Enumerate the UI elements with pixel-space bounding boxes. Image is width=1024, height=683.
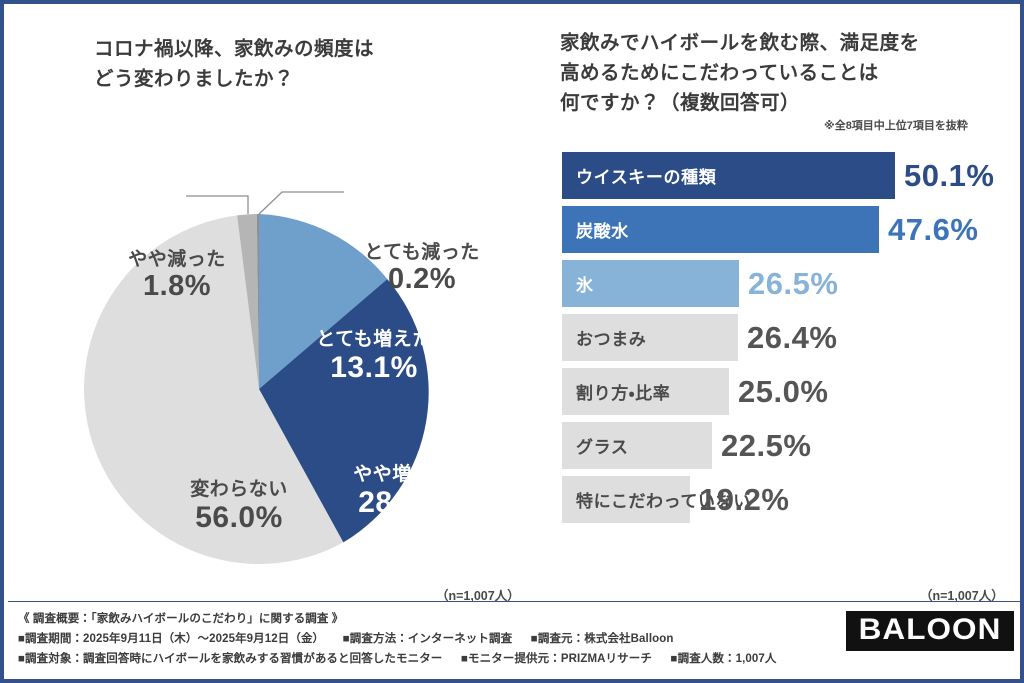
bar-value: 50.1% bbox=[904, 157, 995, 193]
bar-rect: 氷 bbox=[562, 260, 739, 307]
bar-label: おつまみ bbox=[576, 330, 647, 349]
footer-period: ■調査期間：2025年9月11日（木）〜2025年9月12日（金） bbox=[18, 633, 325, 645]
bar-value: 22.5% bbox=[721, 427, 812, 463]
baloon-logo: BALOON bbox=[846, 611, 1014, 651]
bar-rect: おつまみ bbox=[562, 314, 738, 361]
bar-label: 割り方・比率 bbox=[576, 384, 671, 403]
bar-row: グラス 22.5% bbox=[562, 422, 1012, 469]
pie-slice-very-decrease bbox=[256, 213, 259, 389]
bar-value: 26.4% bbox=[747, 319, 838, 355]
bar-value: 47.6% bbox=[888, 211, 979, 247]
footer-respondents: ■調査人数：1,007人 bbox=[670, 653, 777, 665]
bar-rect: グラス bbox=[562, 422, 712, 469]
bar-row: おつまみ 26.4% bbox=[562, 314, 1012, 361]
pie-label-no-change-value: 56.0% bbox=[195, 500, 283, 534]
pie-callout-very-decrease: とても減った 0.2% bbox=[332, 242, 512, 296]
pie-chart: やや減った 1.8% とても減った 0.2% とても増えた 13.1% やや増え… bbox=[44, 124, 544, 594]
pie-label-slight-increase-label: やや増えた bbox=[353, 464, 451, 485]
pie-slice-very-increase bbox=[259, 214, 388, 389]
footer-line-summary: 《 調査概要：「家飲みハイボールのこだわり」に関する調査 》 bbox=[18, 613, 344, 625]
leader-line-slight-decrease bbox=[186, 195, 249, 214]
footer: 《 調査概要：「家飲みハイボールのこだわり」に関する調査 》 ■調査期間：202… bbox=[8, 601, 1020, 675]
left-panel-title: コロナ禍以降、家飲みの頻度は どう変わりましたか？ bbox=[94, 38, 375, 91]
right-panel-note: ※全8項目中上位7項目を抜粋 bbox=[824, 120, 968, 132]
bar-rect: 特にこだわっていない bbox=[562, 476, 750, 523]
pie-label-very-increase-label: とても増えた bbox=[316, 329, 432, 350]
bar-label: グラス bbox=[576, 438, 629, 457]
pie-label-very-increase: とても増えた 13.1% bbox=[284, 329, 464, 385]
bar-rect: 割り方・比率 bbox=[562, 368, 729, 415]
bar-row: 割り方・比率 25.0% bbox=[562, 368, 1012, 415]
pie-label-no-change: 変わらない 56.0% bbox=[144, 479, 334, 535]
footer-line-period: ■調査期間：2025年9月11日（木）〜2025年9月12日（金） ■調査方法：… bbox=[18, 630, 674, 646]
pie-slice-slight-decrease bbox=[237, 214, 259, 389]
right-panel-sample-size: （n=1,007人） bbox=[920, 589, 1004, 603]
bar-label: 氷 bbox=[576, 276, 594, 295]
bar-value: 26.5% bbox=[748, 265, 839, 301]
pie-chart-svg bbox=[84, 191, 429, 565]
left-panel-sample-size: （n=1,007人） bbox=[436, 589, 520, 603]
bar-rect: 炭酸水 bbox=[562, 206, 879, 253]
footer-source: ■調査元：株式会社Balloon bbox=[530, 633, 674, 645]
leader-line-very-decrease bbox=[258, 191, 344, 215]
bar-label: 特にこだわっていない bbox=[576, 492, 751, 511]
right-panel-title: 家飲みでハイボールを飲む際、満足度を 高めるためにこだわっていることは 何ですか… bbox=[560, 32, 920, 115]
footer-monitor-provider: ■モニター提供元：PRIZMAリサーチ bbox=[461, 653, 652, 665]
bar-chart: ウイスキーの種類 50.1% 炭酸水 47.6% 氷 26.5% おつまみ 26.4% 割り方・… bbox=[562, 152, 1012, 530]
pie-callout-slight-decrease: やや減った 1.8% bbox=[92, 249, 262, 303]
bar-row: ウイスキーの種類 50.1% bbox=[562, 152, 1012, 199]
pie-label-very-increase-value: 13.1% bbox=[330, 350, 418, 384]
bar-row: 特にこだわっていない 19.2% bbox=[562, 476, 1012, 523]
pie-slice-slight-increase bbox=[259, 279, 429, 543]
bar-row: 氷 26.5% bbox=[562, 260, 1012, 307]
bar-value: 19.2% bbox=[699, 481, 790, 517]
pie-callout-slight-decrease-value: 1.8% bbox=[142, 270, 212, 303]
pie-label-slight-increase-value: 28.9% bbox=[358, 485, 446, 519]
bar-label: 炭酸水 bbox=[576, 222, 629, 241]
footer-target: ■調査対象：調査回答時にハイボールを家飲みする習慣があると回答したモニター bbox=[18, 653, 443, 665]
pie-label-slight-increase: やや増えた 28.9% bbox=[312, 464, 492, 520]
pie-label-no-change-label: 変わらない bbox=[190, 479, 288, 500]
bar-rect: ウイスキーの種類 bbox=[562, 152, 895, 199]
pie-slice-no-change bbox=[84, 215, 344, 565]
bar-value: 25.0% bbox=[738, 373, 829, 409]
footer-line-target: ■調査対象：調査回答時にハイボールを家飲みする習慣があると回答したモニター ■モ… bbox=[18, 650, 776, 666]
bar-label: ウイスキーの種類 bbox=[576, 168, 717, 187]
bar-row: 炭酸水 47.6% bbox=[562, 206, 1012, 253]
pie-callout-slight-decrease-label: やや減った bbox=[128, 249, 226, 270]
pie-callout-very-decrease-value: 0.2% bbox=[387, 263, 457, 296]
footer-method: ■調査方法：インターネット調査 bbox=[342, 633, 513, 645]
pie-callout-very-decrease-label: とても減った bbox=[364, 242, 480, 263]
